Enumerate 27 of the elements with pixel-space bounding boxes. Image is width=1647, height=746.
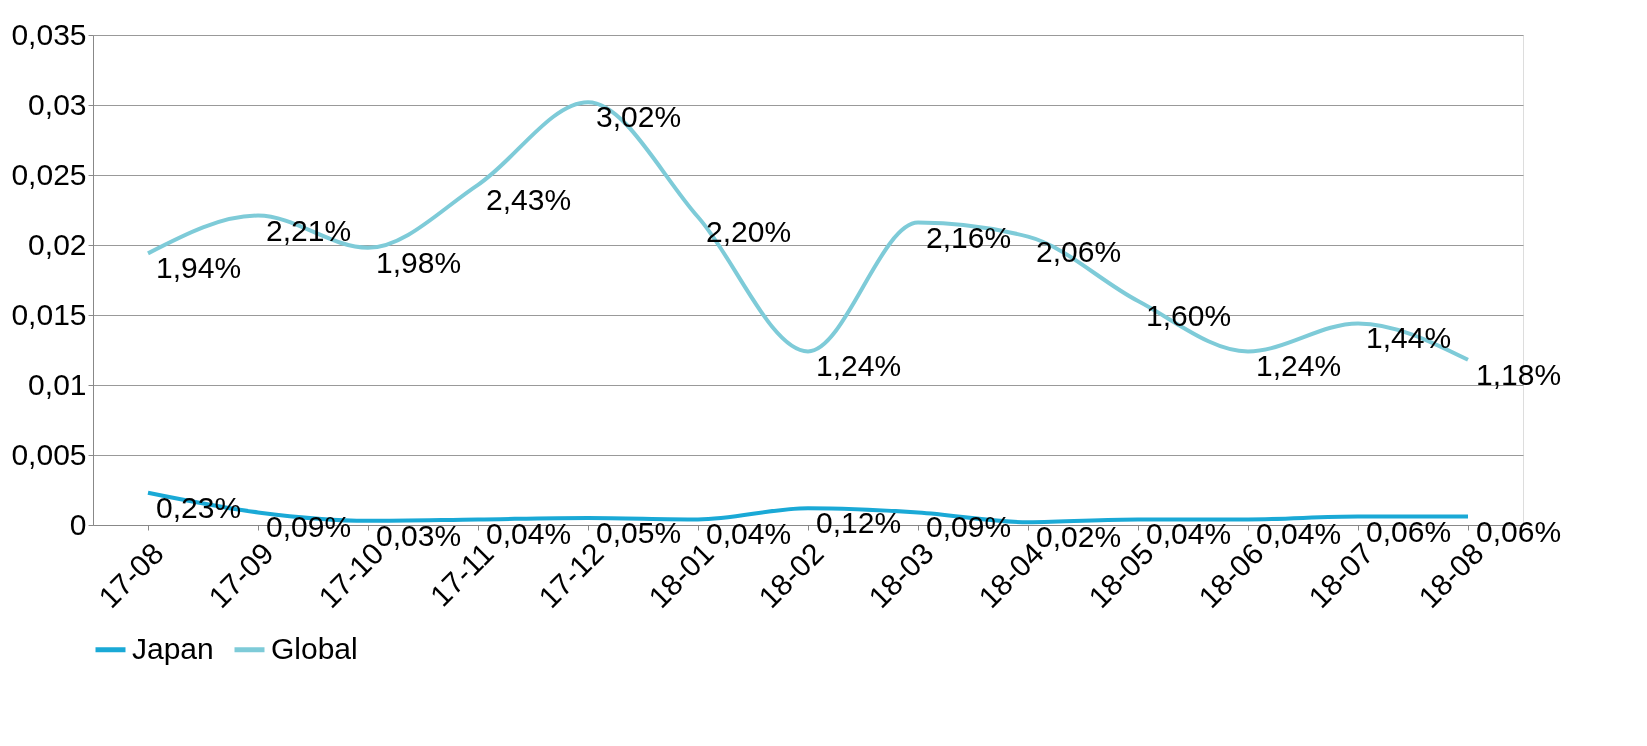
data-label: 1,24%: [1256, 349, 1342, 383]
data-label: 1,98%: [376, 245, 462, 279]
legend-label: Global: [271, 631, 358, 665]
y-tick-label: 0,01: [28, 367, 87, 401]
y-tick-label: 0,03: [28, 87, 87, 121]
y-tick-label: 0,02: [28, 227, 87, 261]
y-tick-label: 0,005: [11, 437, 87, 471]
data-label: 2,43%: [486, 182, 572, 216]
data-label: 2,21%: [266, 213, 352, 247]
data-label: 0,12%: [816, 506, 902, 540]
data-label: 2,06%: [1036, 234, 1122, 268]
data-label: 1,24%: [816, 349, 902, 383]
data-label: 1,60%: [1146, 299, 1232, 332]
y-tick-label: 0,015: [11, 297, 87, 331]
legend-label: Japan: [132, 631, 214, 665]
data-label: 2,20%: [706, 215, 792, 248]
data-label: 1,44%: [1366, 321, 1452, 355]
y-tick-label: 0: [69, 507, 87, 541]
y-tick-label: 0,035: [11, 17, 87, 51]
data-label: 1,18%: [1476, 357, 1562, 391]
data-label: 0,06%: [1476, 514, 1562, 548]
data-label: 3,02%: [596, 100, 682, 134]
y-tick-label: 0,025: [11, 157, 87, 191]
data-label: 2,16%: [926, 220, 1012, 254]
data-label: 0,09%: [926, 510, 1012, 544]
data-label: 1,94%: [156, 251, 242, 285]
data-label: 0,09%: [266, 510, 352, 544]
